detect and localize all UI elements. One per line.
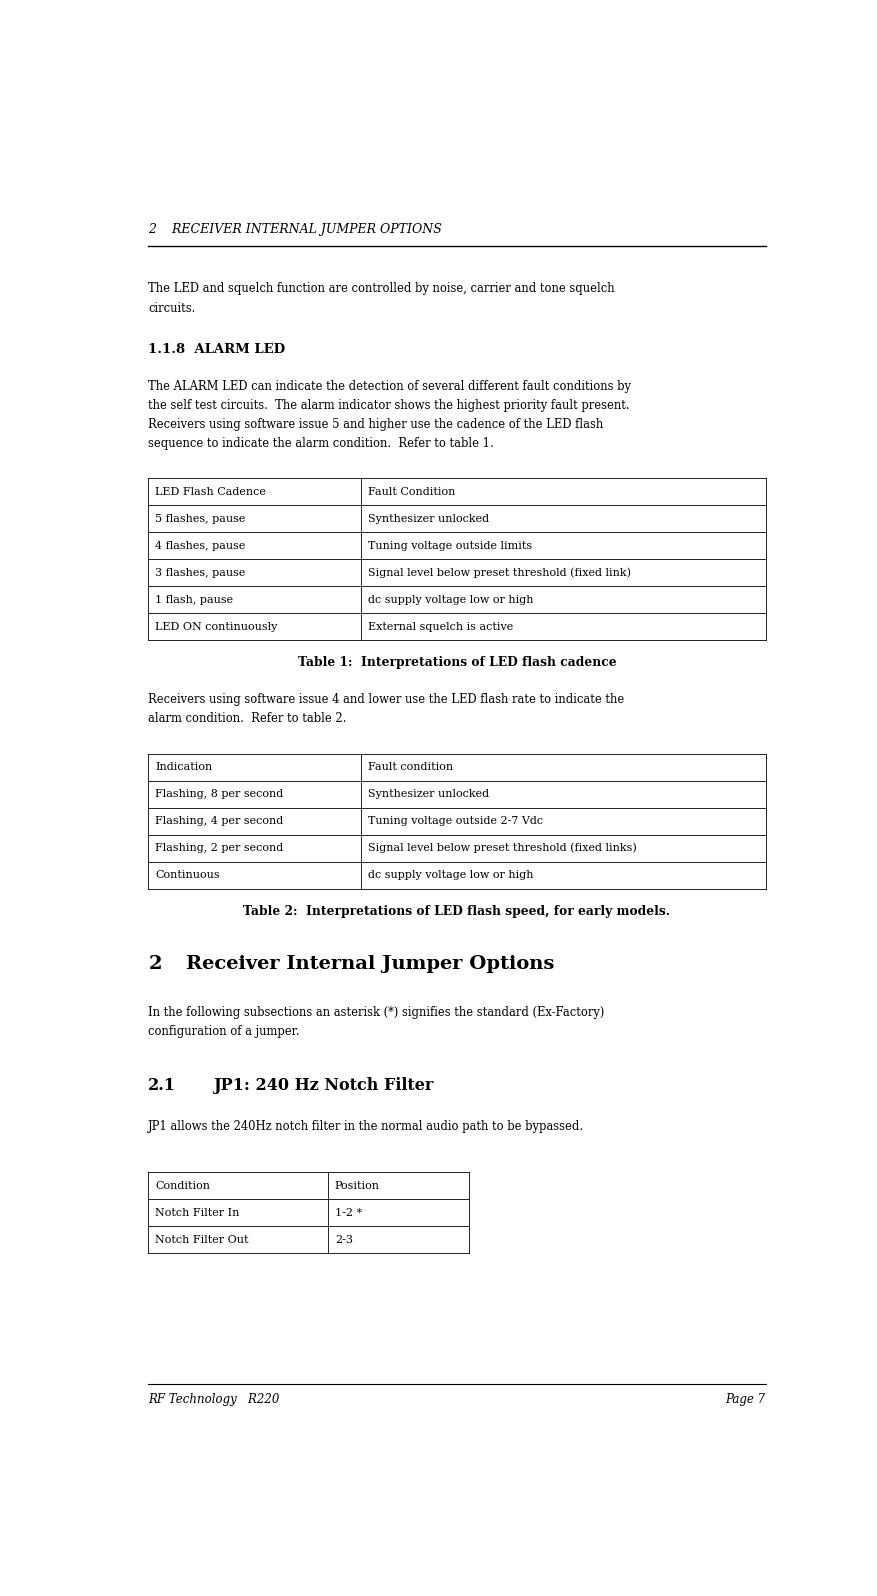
Text: Flashing, 8 per second: Flashing, 8 per second — [155, 788, 283, 800]
Text: 1 flash, pause: 1 flash, pause — [155, 595, 233, 605]
Text: Fault Condition: Fault Condition — [368, 487, 455, 496]
Text: Synthesizer unlocked: Synthesizer unlocked — [368, 514, 489, 523]
Text: Condition: Condition — [155, 1181, 210, 1191]
Text: dc supply voltage low or high: dc supply voltage low or high — [368, 595, 533, 605]
Text: Signal level below preset threshold (fixed link): Signal level below preset threshold (fix… — [368, 568, 631, 578]
Text: dc supply voltage low or high: dc supply voltage low or high — [368, 870, 533, 879]
Text: configuration of a jumper.: configuration of a jumper. — [148, 1025, 300, 1037]
Text: The ALARM LED can indicate the detection of several different fault conditions b: The ALARM LED can indicate the detection… — [148, 380, 631, 393]
Text: JP1: 240 Hz Notch Filter: JP1: 240 Hz Notch Filter — [213, 1077, 433, 1093]
Text: The LED and squelch function are controlled by noise, carrier and tone squelch: The LED and squelch function are control… — [148, 282, 615, 295]
Text: Table 2:  Interpretations of LED flash speed, for early models.: Table 2: Interpretations of LED flash sp… — [244, 905, 670, 918]
Text: 2-3: 2-3 — [335, 1235, 353, 1245]
Text: sequence to indicate the alarm condition.  Refer to table 1.: sequence to indicate the alarm condition… — [148, 437, 494, 450]
Text: JP1 allows the 240Hz notch filter in the normal audio path to be bypassed.: JP1 allows the 240Hz notch filter in the… — [148, 1120, 584, 1133]
Text: Continuous: Continuous — [155, 870, 220, 879]
Text: RF Technology   R220: RF Technology R220 — [148, 1393, 280, 1406]
Text: 2    RECEIVER INTERNAL JUMPER OPTIONS: 2 RECEIVER INTERNAL JUMPER OPTIONS — [148, 223, 442, 236]
Text: Tuning voltage outside 2-7 Vdc: Tuning voltage outside 2-7 Vdc — [368, 816, 543, 827]
Text: circuits.: circuits. — [148, 302, 196, 314]
Text: Flashing, 2 per second: Flashing, 2 per second — [155, 843, 283, 854]
Text: Notch Filter Out: Notch Filter Out — [155, 1235, 249, 1245]
Text: the self test circuits.  The alarm indicator shows the highest priority fault pr: the self test circuits. The alarm indica… — [148, 399, 630, 412]
Text: Receivers using software issue 5 and higher use the cadence of the LED flash: Receivers using software issue 5 and hig… — [148, 418, 603, 431]
Text: LED Flash Cadence: LED Flash Cadence — [155, 487, 266, 496]
Text: Signal level below preset threshold (fixed links): Signal level below preset threshold (fix… — [368, 843, 637, 854]
Text: In the following subsections an asterisk (*) signifies the standard (Ex-Factory): In the following subsections an asterisk… — [148, 1005, 605, 1018]
Text: 4 flashes, pause: 4 flashes, pause — [155, 541, 246, 551]
Text: Position: Position — [335, 1181, 380, 1191]
Text: Flashing, 4 per second: Flashing, 4 per second — [155, 816, 283, 827]
Text: Receiver Internal Jumper Options: Receiver Internal Jumper Options — [186, 956, 554, 974]
Text: 1.1.8  ALARM LED: 1.1.8 ALARM LED — [148, 343, 286, 356]
Text: Receivers using software issue 4 and lower use the LED flash rate to indicate th: Receivers using software issue 4 and low… — [148, 693, 624, 707]
Text: External squelch is active: External squelch is active — [368, 622, 513, 632]
Text: 5 flashes, pause: 5 flashes, pause — [155, 514, 246, 523]
Text: LED ON continuously: LED ON continuously — [155, 622, 277, 632]
Text: Table 1:  Interpretations of LED flash cadence: Table 1: Interpretations of LED flash ca… — [297, 656, 617, 669]
Text: Synthesizer unlocked: Synthesizer unlocked — [368, 788, 489, 800]
Text: Notch Filter In: Notch Filter In — [155, 1208, 239, 1218]
Text: 1-2 *: 1-2 * — [335, 1208, 362, 1218]
Text: 2: 2 — [148, 956, 162, 974]
Text: Page 7: Page 7 — [725, 1393, 766, 1406]
Text: Indication: Indication — [155, 761, 212, 772]
Text: Fault condition: Fault condition — [368, 761, 453, 772]
Text: 2.1: 2.1 — [148, 1077, 176, 1093]
Text: alarm condition.  Refer to table 2.: alarm condition. Refer to table 2. — [148, 712, 346, 725]
Text: 3 flashes, pause: 3 flashes, pause — [155, 568, 246, 578]
Text: Tuning voltage outside limits: Tuning voltage outside limits — [368, 541, 532, 551]
